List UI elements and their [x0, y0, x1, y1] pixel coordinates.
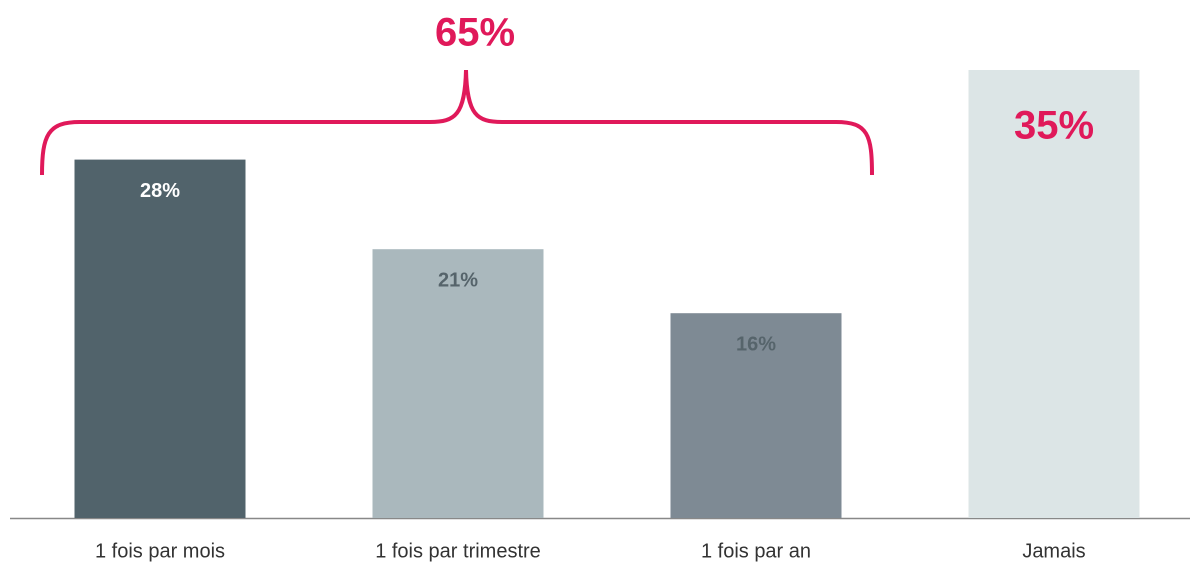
x-tick-label: 1 fois par mois [95, 540, 225, 562]
bar [670, 313, 842, 518]
brace [40, 69, 874, 176]
annotation: 65% [435, 11, 515, 55]
bar [372, 249, 544, 518]
x-tick-label: 1 fois par an [701, 540, 811, 562]
value-label: 16% [736, 333, 776, 355]
x-tick-label: 1 fois par trimestre [375, 540, 541, 562]
value-label: 21% [438, 269, 478, 291]
value-label: 35% [1014, 104, 1094, 148]
bar [74, 159, 246, 518]
value-label: 28% [140, 180, 180, 202]
x-tick-label: Jamais [1022, 540, 1085, 562]
bar [968, 70, 1140, 518]
